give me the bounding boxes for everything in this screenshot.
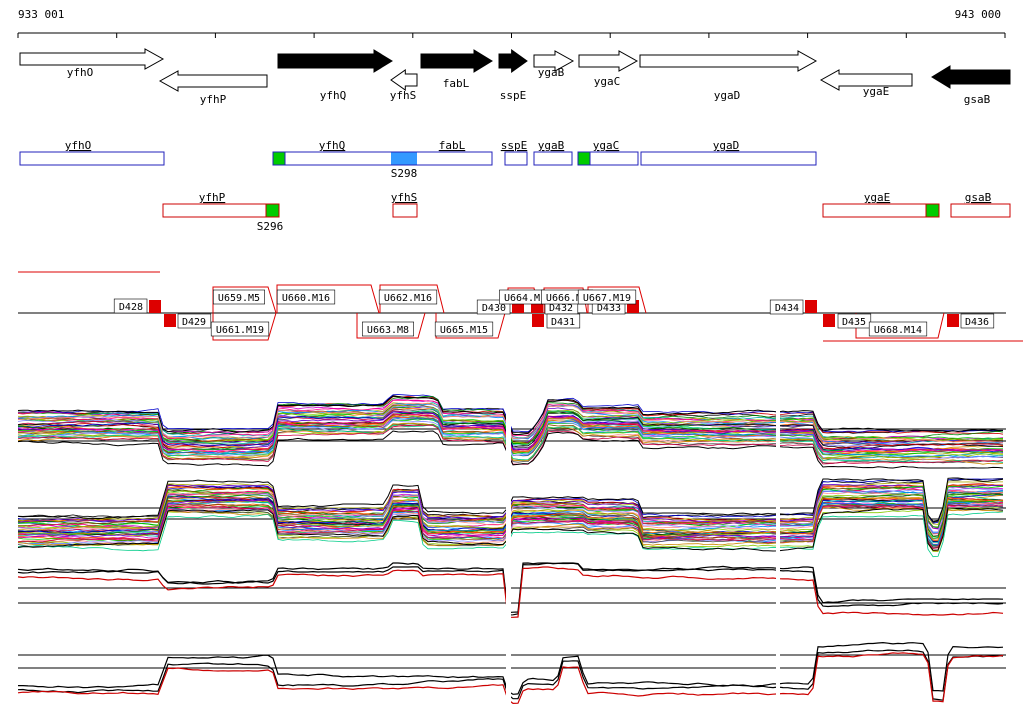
segment-label-ygaE[interactable]: ygaE (864, 191, 891, 204)
probe-label-D432[interactable]: D432 (549, 303, 573, 314)
gene-label-ygaB: ygaB (538, 66, 565, 79)
gene-arrow-yfhP[interactable] (158, 70, 268, 92)
probe-label-D429[interactable]: D429 (182, 317, 206, 328)
probe-label-U666.M1[interactable]: U666.M1 (546, 293, 588, 304)
gene-label-gsaB: gsaB (964, 93, 991, 106)
segment-green-marker (265, 203, 280, 218)
probe-label-U662.M16-box (378, 289, 438, 305)
minus-strand-segment-box[interactable] (162, 203, 267, 218)
probe-flag-D435[interactable] (823, 314, 835, 327)
probe-label-U662.M16[interactable]: U662.M16 (384, 293, 432, 304)
probe-label-U668.M14[interactable]: U668.M14 (874, 325, 922, 336)
segment-label-ygaC[interactable]: ygaC (593, 139, 620, 152)
gene-arrow-ygaE[interactable] (819, 69, 913, 91)
probe-label-D433[interactable]: D433 (597, 303, 621, 314)
probe-label-U663.M8-box (361, 321, 414, 337)
probe-label-U667.M19[interactable]: U667.M19 (583, 293, 631, 304)
gene-arrow-yfhS[interactable] (390, 69, 418, 91)
gene-label-yfhO: yfhO (67, 66, 94, 79)
segment-label-gsaB[interactable]: gsaB (965, 191, 992, 204)
gene-arrow-gsaB[interactable] (931, 65, 1011, 89)
segment-label-sspE[interactable]: sspE (501, 139, 528, 152)
segment-sublabel-S296: S296 (257, 220, 284, 233)
data-gap (776, 393, 780, 714)
probe-label-D429-box (177, 313, 212, 329)
probe-label-D434[interactable]: D434 (775, 303, 799, 314)
gene-label-sspE: sspE (500, 89, 527, 102)
minus-strand-segment-box[interactable] (822, 203, 927, 218)
probe-label-U667.M19-box (577, 289, 637, 305)
gene-arrow-ygaD[interactable] (639, 50, 818, 72)
probe-label-D430[interactable]: D430 (482, 303, 506, 314)
probe-label-U665.M15-box (434, 321, 494, 337)
probe-label-U659.M5-box (213, 289, 266, 305)
gene-arrow-sspE[interactable] (498, 49, 528, 73)
segment-label-yfhS[interactable]: yfhS (391, 191, 418, 204)
gene-arrow-ygaB[interactable] (533, 50, 575, 72)
segment-green-marker (925, 203, 940, 218)
probe-label-U660.M16[interactable]: U660.M16 (282, 293, 330, 304)
probe-label-U661.M19[interactable]: U661.M19 (216, 325, 264, 336)
plus-strand-segment-box[interactable] (19, 151, 165, 166)
gene-arrow-ygaC[interactable] (578, 50, 639, 72)
probe-label-U664.M[interactable]: U664.M (504, 293, 540, 304)
plus-strand-segment-box[interactable] (533, 151, 573, 166)
segment-label-yfhO[interactable]: yfhO (65, 139, 92, 152)
gene-arrow-fabL[interactable] (420, 49, 493, 73)
probe-label-D431-box (546, 313, 581, 329)
probe-label-D434-box (769, 299, 804, 315)
probe-flag-D428[interactable] (149, 300, 161, 313)
probe-label-U661.M19-box (210, 321, 270, 337)
probe-label-D428[interactable]: D428 (119, 302, 143, 313)
probe-label-U663.M8[interactable]: U663.M8 (367, 325, 409, 336)
gene-arrow-yfhQ[interactable] (277, 49, 393, 73)
probe-label-U659.M5[interactable]: U659.M5 (218, 293, 260, 304)
segment-label-fabL[interactable]: fabL (439, 139, 466, 152)
gene-label-ygaD: ygaD (714, 89, 741, 102)
probe-label-D431[interactable]: D431 (551, 317, 575, 328)
segment-label-yfhP[interactable]: yfhP (199, 191, 226, 204)
segment-label-ygaD[interactable]: ygaD (713, 139, 740, 152)
plus-strand-segment-box[interactable] (640, 151, 817, 166)
minus-strand-segment-box[interactable] (392, 203, 418, 218)
segment-label-yfhQ[interactable]: yfhQ (319, 139, 346, 152)
probe-label-D428-box (113, 298, 148, 314)
probe-flag-D431[interactable] (532, 314, 544, 327)
segment-green-marker (577, 151, 591, 166)
probe-label-D435[interactable]: D435 (842, 317, 866, 328)
probe-label-D436-box (960, 313, 995, 329)
probe-label-D435-box (837, 313, 872, 329)
plus-strand-segment-box[interactable] (504, 151, 528, 166)
probe-flag-D434[interactable] (805, 300, 817, 313)
gene-label-yfhS: yfhS (390, 89, 417, 102)
ruler-end-label: 943 000 (954, 8, 1001, 21)
probe-label-D436[interactable]: D436 (965, 317, 989, 328)
segment-sublabel-S298: S298 (391, 167, 418, 180)
plus-strand-segment-box[interactable] (272, 151, 493, 166)
gene-label-fabL: fabL (443, 77, 470, 90)
probe-label-U660.M16-box (276, 289, 336, 305)
segment-green-marker (272, 151, 286, 166)
gene-label-ygaE: ygaE (863, 85, 890, 98)
minus-strand-segment-box[interactable] (950, 203, 1011, 218)
segment-highlight[interactable] (391, 152, 417, 165)
probe-label-U668.M14-box (868, 321, 928, 337)
probe-red-profile (356, 312, 426, 339)
probe-flag-D429[interactable] (164, 314, 176, 327)
gene-label-yfhQ: yfhQ (320, 89, 347, 102)
gene-label-ygaC: ygaC (594, 75, 621, 88)
probe-label-U665.M15[interactable]: U665.M15 (440, 325, 488, 336)
data-gap (506, 393, 511, 714)
gene-label-yfhP: yfhP (200, 93, 227, 106)
gene-arrow-yfhO[interactable] (19, 48, 165, 70)
ruler-start-label: 933 001 (18, 8, 65, 21)
segment-label-ygaB[interactable]: ygaB (538, 139, 565, 152)
probe-flag-D436[interactable] (947, 314, 959, 327)
